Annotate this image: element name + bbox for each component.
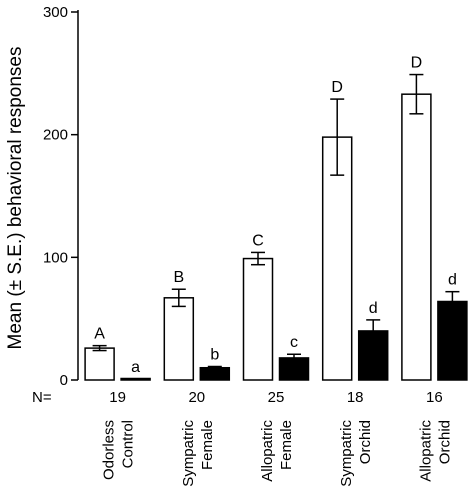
significance-letter: b	[210, 347, 219, 364]
category-label: Sympatric Female	[180, 420, 216, 487]
category-label: Odorless Control	[101, 420, 137, 480]
bars	[84, 73, 468, 381]
significance-letter: d	[448, 272, 457, 289]
n-value-label: 20	[188, 389, 205, 406]
significance-letter: A	[94, 326, 105, 343]
category-label-line: Odorless	[101, 420, 118, 480]
y-axis-title: Mean (± S.E.) behavioral responses	[5, 47, 26, 350]
category-label-line: Orchid	[357, 420, 374, 464]
significance-letter: B	[173, 269, 184, 286]
category-label: Sympatric Orchid	[338, 420, 374, 487]
bar-open	[242, 257, 274, 381]
significance-letter: c	[290, 334, 298, 351]
category-label-line: Orchid	[436, 420, 453, 464]
bar-filled	[278, 357, 310, 381]
significance-letter: d	[369, 300, 378, 317]
category-label-line: Sympatric	[338, 420, 355, 487]
category-label-line: Female	[278, 420, 295, 470]
y-tick-label: 0	[60, 372, 68, 389]
axes: 0 100 200 300 Mean (± S.E.) behavioral respo…	[5, 4, 79, 389]
significance-letter: D	[331, 79, 343, 96]
significance-letter: D	[411, 55, 423, 72]
bar-open	[321, 136, 353, 381]
bar-open	[401, 93, 432, 381]
category-label-line: Female	[199, 420, 216, 470]
significance-letter: C	[252, 232, 264, 249]
category-label: Allopatric Orchid	[417, 420, 453, 482]
category-label-line: Control	[120, 420, 137, 468]
bar-filled	[437, 300, 468, 381]
n-value-label: 25	[268, 389, 285, 406]
n-value-label: 16	[426, 389, 443, 406]
bar-filled	[199, 366, 231, 381]
y-tick-label: 300	[43, 4, 68, 21]
category-label-line: Sympatric	[180, 420, 197, 487]
y-tick-label: 100	[43, 249, 68, 266]
category-label-line: Allopatric	[417, 420, 434, 482]
bar-filled	[357, 330, 389, 381]
n-prefix-label: N=	[32, 389, 52, 406]
n-value-label: 18	[347, 389, 364, 406]
bar-open	[84, 347, 115, 381]
category-label: Allopatric Female	[259, 420, 295, 482]
bar-filled	[120, 377, 151, 381]
significance-letter: a	[131, 359, 140, 376]
n-value-label: 19	[109, 389, 126, 406]
y-tick-label: 200	[43, 127, 68, 144]
category-label-line: Allopatric	[259, 420, 276, 482]
bar-open	[163, 297, 195, 381]
